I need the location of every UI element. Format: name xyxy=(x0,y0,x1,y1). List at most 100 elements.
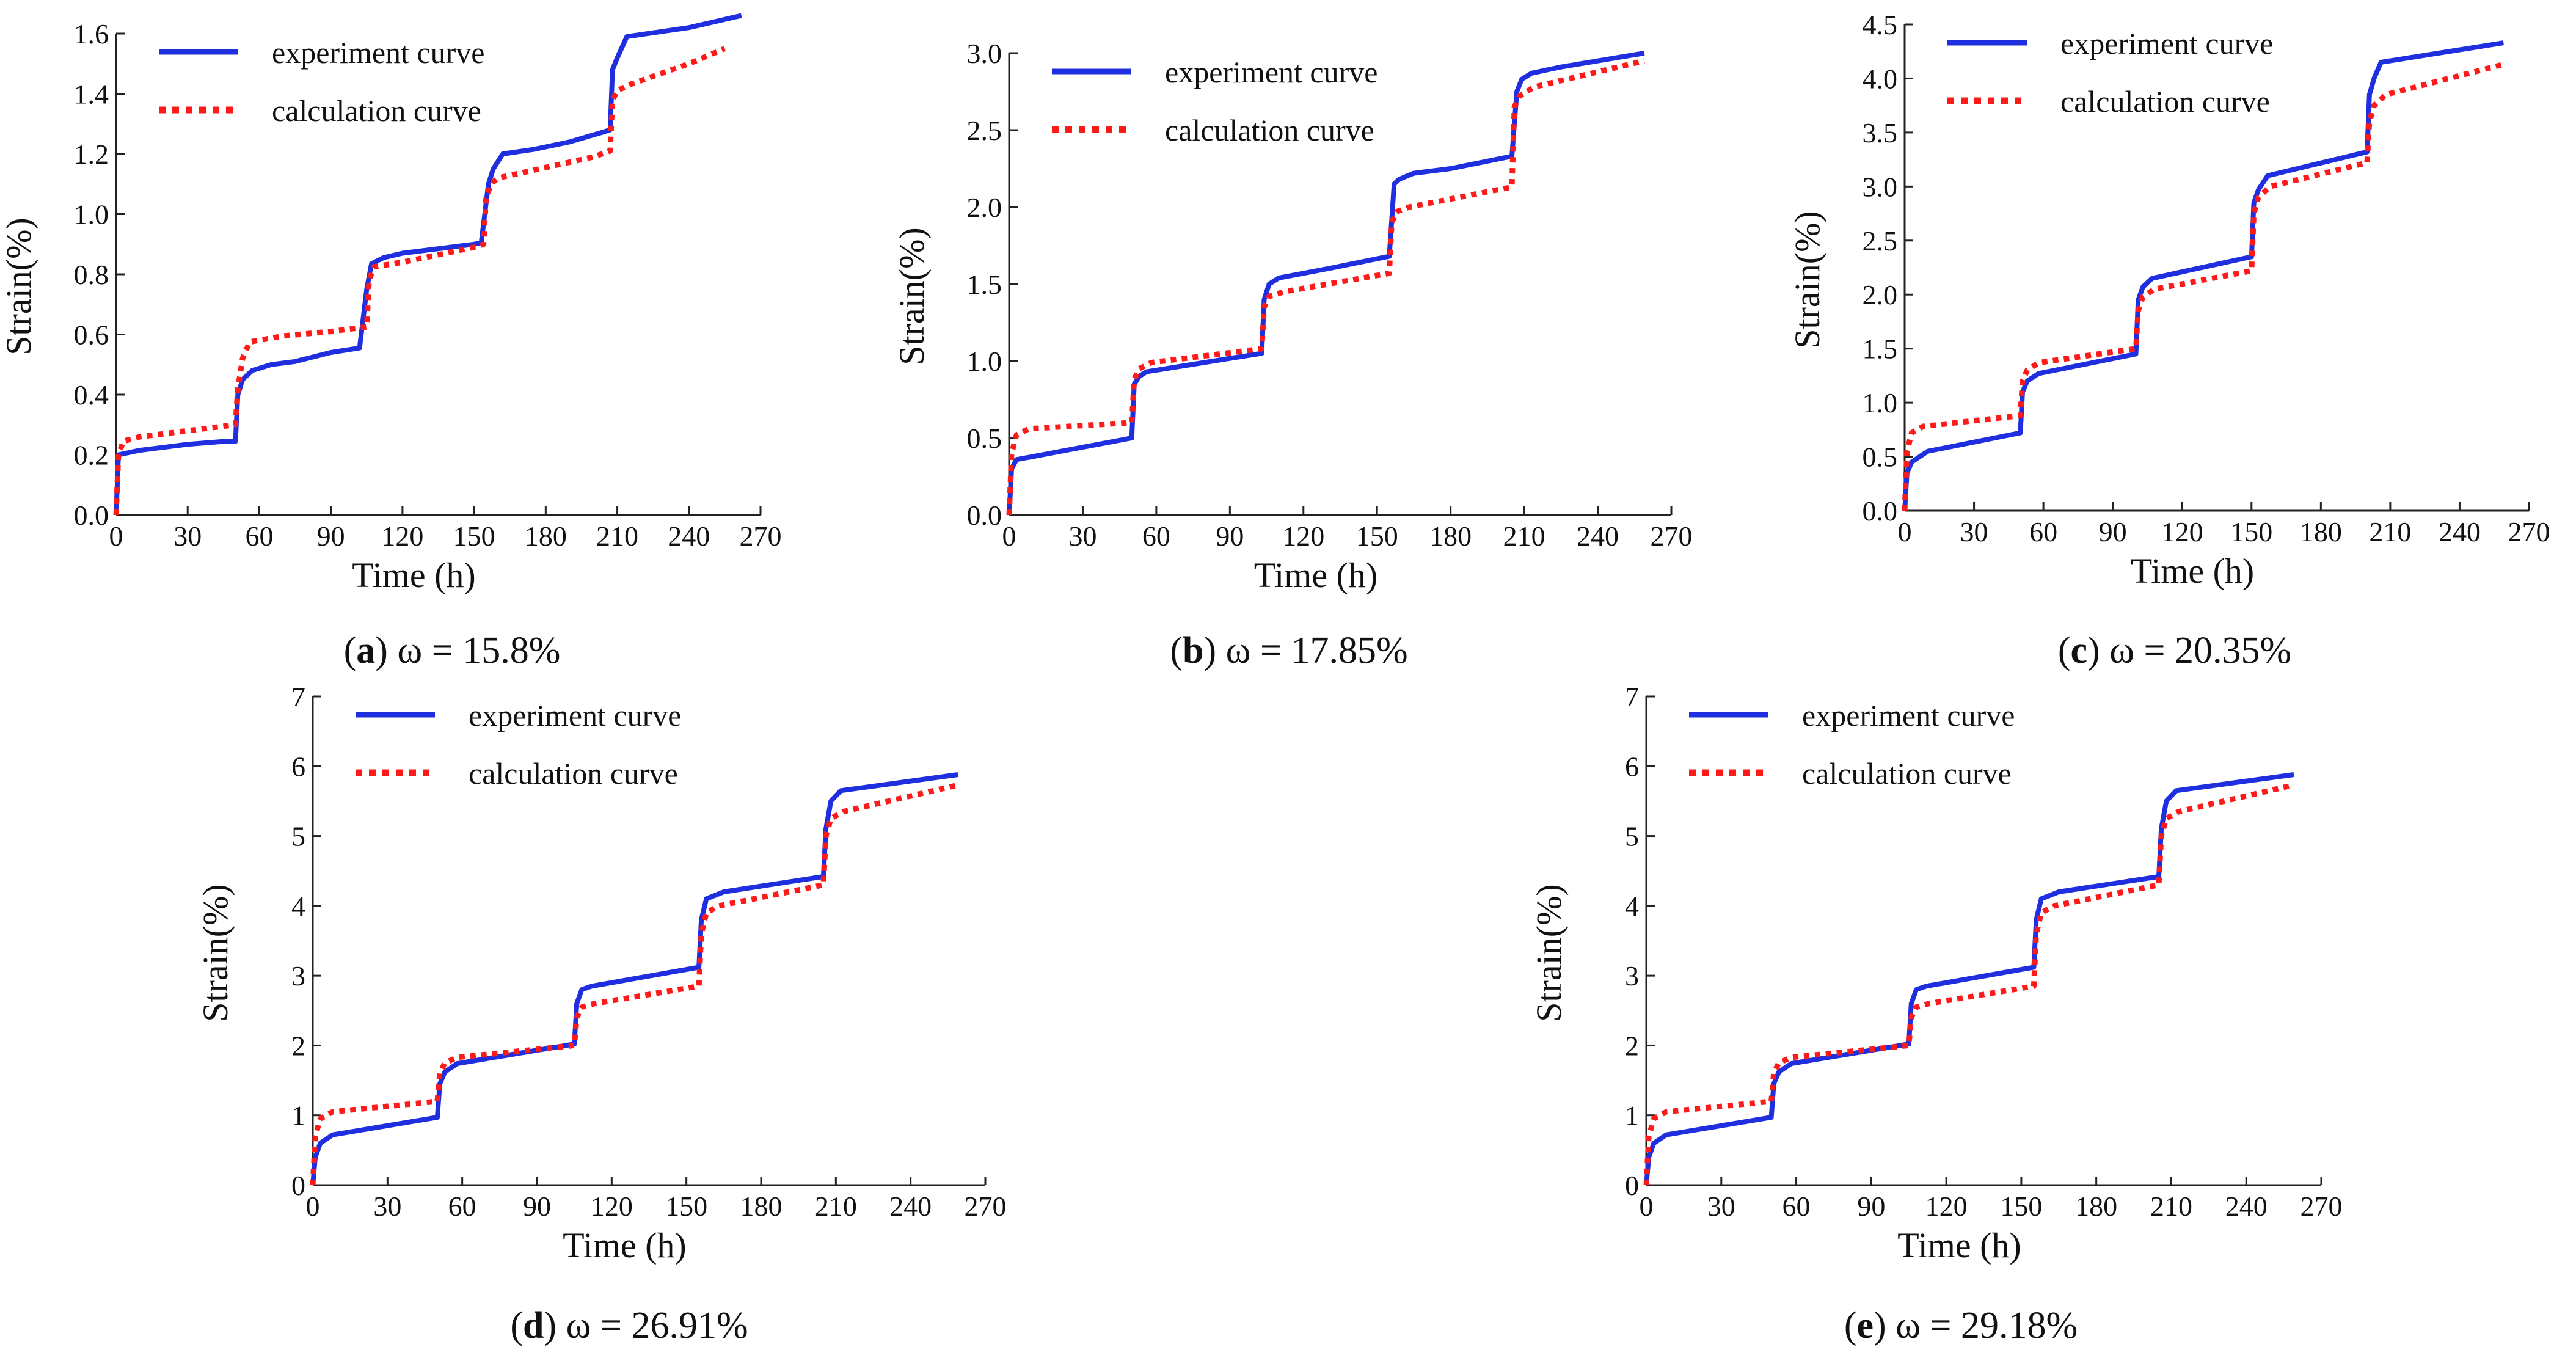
y-tick-label: 2.5 xyxy=(1863,225,1898,257)
caption-letter: c xyxy=(2071,630,2088,671)
y-tick-label: 2 xyxy=(291,1030,305,1061)
x-tick-label: 60 xyxy=(1142,520,1170,552)
y-tick-label: 1.0 xyxy=(74,199,109,230)
x-tick-label: 30 xyxy=(373,1191,401,1222)
x-tick-label: 240 xyxy=(2225,1191,2268,1222)
y-tick-label: 1.0 xyxy=(1863,387,1898,418)
x-tick-label: 270 xyxy=(740,520,782,552)
x-tick-label: 60 xyxy=(1782,1191,1811,1222)
y-tick-label: 2 xyxy=(1625,1030,1639,1061)
panel-caption: (b) ω = 17.85% xyxy=(1170,630,1407,671)
x-tick-label: 180 xyxy=(2300,516,2342,547)
x-tick-label: 210 xyxy=(2150,1191,2192,1222)
y-tick-label: 3.5 xyxy=(1863,117,1898,148)
series-line-calculation xyxy=(1902,62,2505,511)
x-tick-label: 180 xyxy=(1429,520,1472,552)
x-tick-label: 60 xyxy=(448,1191,476,1222)
legend-label: experiment curve xyxy=(2060,26,2273,60)
x-axis-label: Time (h) xyxy=(1254,555,1378,595)
legend-label: calculation curve xyxy=(2060,84,2270,119)
series-line-experiment xyxy=(114,13,742,516)
y-tick-label: 0 xyxy=(291,1170,305,1201)
y-tick-label: 6 xyxy=(1625,751,1639,782)
y-tick-label: 1.6 xyxy=(74,18,109,49)
y-tick-label: 0.8 xyxy=(74,259,109,290)
x-tick-label: 210 xyxy=(1503,520,1545,552)
x-tick-label: 120 xyxy=(381,520,423,552)
x-axis-label: Time (h) xyxy=(352,555,476,595)
series-line-calculation xyxy=(1006,58,1645,516)
x-tick-label: 240 xyxy=(668,520,710,552)
x-tick-label: 150 xyxy=(2000,1191,2042,1222)
legend-label: experiment curve xyxy=(272,35,484,70)
x-tick-label: 180 xyxy=(740,1191,783,1222)
y-tick-label: 1.5 xyxy=(967,269,1002,300)
panel-caption: (a) ω = 15.8% xyxy=(344,630,561,671)
legend-label: experiment curve xyxy=(1802,698,2015,732)
legend-label: experiment curve xyxy=(1165,55,1377,89)
x-tick-label: 120 xyxy=(591,1191,633,1222)
y-tick-label: 0 xyxy=(1625,1170,1639,1201)
x-tick-label: 210 xyxy=(2369,516,2411,547)
series-line-calculation xyxy=(310,782,959,1186)
y-tick-label: 3 xyxy=(1625,960,1639,991)
x-tick-label: 150 xyxy=(665,1191,707,1222)
x-tick-label: 90 xyxy=(1857,1191,1885,1222)
x-tick-label: 150 xyxy=(2230,516,2272,547)
x-tick-label: 90 xyxy=(317,520,345,552)
y-tick-label: 5 xyxy=(1625,821,1639,852)
y-tick-label: 6 xyxy=(291,751,305,782)
x-tick-label: 30 xyxy=(1707,1191,1735,1222)
chart-panel-d: 0 30 60 90 120 150 180 210 240 270 0 1 2 3 4 5 6 7 Time (h… xyxy=(195,681,1007,1346)
y-tick-label: 0.4 xyxy=(74,379,109,411)
x-tick-label: 90 xyxy=(2099,516,2127,547)
x-tick-label: 0 xyxy=(1002,520,1016,552)
x-tick-label: 210 xyxy=(815,1191,857,1222)
x-tick-label: 60 xyxy=(245,520,273,552)
x-tick-label: 240 xyxy=(2439,516,2481,547)
x-tick-label: 150 xyxy=(453,520,495,552)
chart-panel-a: 0 30 60 90 120 150 180 210 240 270 0.0 0.2 0.4 0.6 0.8… xyxy=(0,13,782,671)
x-tick-label: 30 xyxy=(1960,516,1988,547)
y-tick-label: 0.0 xyxy=(74,500,109,531)
y-tick-label: 1 xyxy=(291,1100,305,1131)
y-tick-label: 1.2 xyxy=(74,139,109,170)
y-tick-label: 0.0 xyxy=(967,500,1002,531)
legend-label: calculation curve xyxy=(469,756,678,790)
x-tick-label: 270 xyxy=(2301,1191,2343,1222)
y-axis-label: Strain(%) xyxy=(1529,884,1569,1022)
series-line-experiment xyxy=(1007,51,1645,516)
y-tick-label: 0.5 xyxy=(1863,442,1898,473)
legend-label: experiment curve xyxy=(469,698,681,732)
y-tick-label: 7 xyxy=(291,681,305,712)
x-tick-label: 0 xyxy=(1640,1191,1654,1222)
chart-panel-c: 0 30 60 90 120 150 180 210 240 270 0.0 0.5 1.0 1.5 2.0… xyxy=(1787,9,2550,671)
series-line-calculation xyxy=(1643,782,2295,1186)
series-line-experiment xyxy=(1902,40,2505,511)
legend-label: calculation curve xyxy=(1802,756,2012,790)
y-tick-label: 2.5 xyxy=(967,115,1002,146)
y-tick-label: 3 xyxy=(291,960,305,991)
caption-letter: a xyxy=(356,630,375,671)
y-tick-label: 5 xyxy=(291,821,305,852)
y-tick-label: 2.0 xyxy=(1863,279,1898,310)
y-tick-label: 4.0 xyxy=(1863,63,1898,94)
y-axis-label: Strain(%) xyxy=(1787,211,1827,349)
y-tick-label: 4 xyxy=(1625,891,1639,922)
x-tick-label: 30 xyxy=(1068,520,1096,552)
x-tick-label: 0 xyxy=(1898,516,1912,547)
caption-letter: e xyxy=(1857,1305,1874,1346)
panel-caption: (e) ω = 29.18% xyxy=(1844,1305,2078,1346)
y-tick-label: 0.2 xyxy=(74,440,109,471)
x-axis-label: Time (h) xyxy=(563,1225,687,1265)
y-axis-label: Strain(%) xyxy=(892,227,932,365)
y-tick-label: 0.0 xyxy=(1863,495,1898,527)
x-tick-label: 30 xyxy=(173,520,202,552)
y-tick-label: 0.6 xyxy=(74,319,109,351)
series-line-experiment xyxy=(1644,772,2294,1186)
x-tick-label: 120 xyxy=(1925,1191,1968,1222)
y-tick-label: 3.0 xyxy=(967,38,1002,69)
y-tick-label: 1 xyxy=(1625,1100,1639,1131)
panel-caption: (d) ω = 26.91% xyxy=(510,1305,748,1346)
